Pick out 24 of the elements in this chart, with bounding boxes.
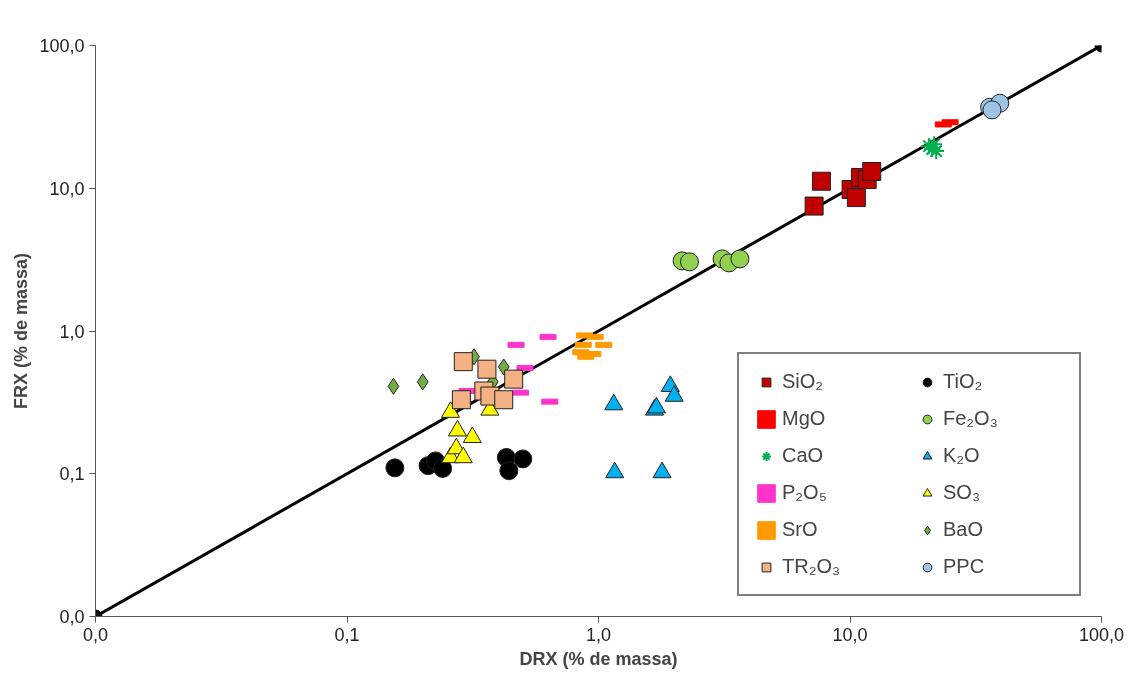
legend-label: CaO bbox=[782, 444, 825, 467]
y-tick-label: 0,1 bbox=[59, 464, 85, 485]
legend-label: TR₂O₃ bbox=[782, 555, 842, 578]
x-tick-label: 0,0 bbox=[82, 624, 109, 645]
x-tick-label: 1,0 bbox=[585, 624, 612, 645]
legend-label: SO₃ bbox=[943, 481, 982, 504]
y-axis-title: FRX (% de massa) bbox=[11, 252, 32, 410]
legend-label: SrO bbox=[782, 518, 819, 541]
y-tick-label: 0,0 bbox=[59, 607, 85, 627]
legend-label: P₂O₅ bbox=[782, 481, 828, 504]
x-axis-title: DRX (% de massa) bbox=[519, 648, 678, 669]
legend-label: PPC bbox=[943, 555, 986, 578]
y-tick-label: 100,0 bbox=[39, 36, 85, 56]
legend-label: K₂O bbox=[943, 444, 981, 467]
x-tick-label: 10,0 bbox=[832, 624, 868, 645]
legend-label: TiO₂ bbox=[943, 370, 984, 393]
x-tick-label: 0,1 bbox=[334, 624, 360, 645]
legend-label: BaO bbox=[943, 518, 985, 541]
y-tick-label: 10,0 bbox=[49, 178, 85, 199]
x-tick-label: 100,0 bbox=[1078, 624, 1125, 645]
legend-label: Fe₂O₃ bbox=[943, 407, 999, 430]
legend-label: MgO bbox=[782, 407, 827, 430]
y-tick-label: 1,0 bbox=[59, 321, 85, 342]
legend-label: SiO₂ bbox=[782, 370, 825, 393]
